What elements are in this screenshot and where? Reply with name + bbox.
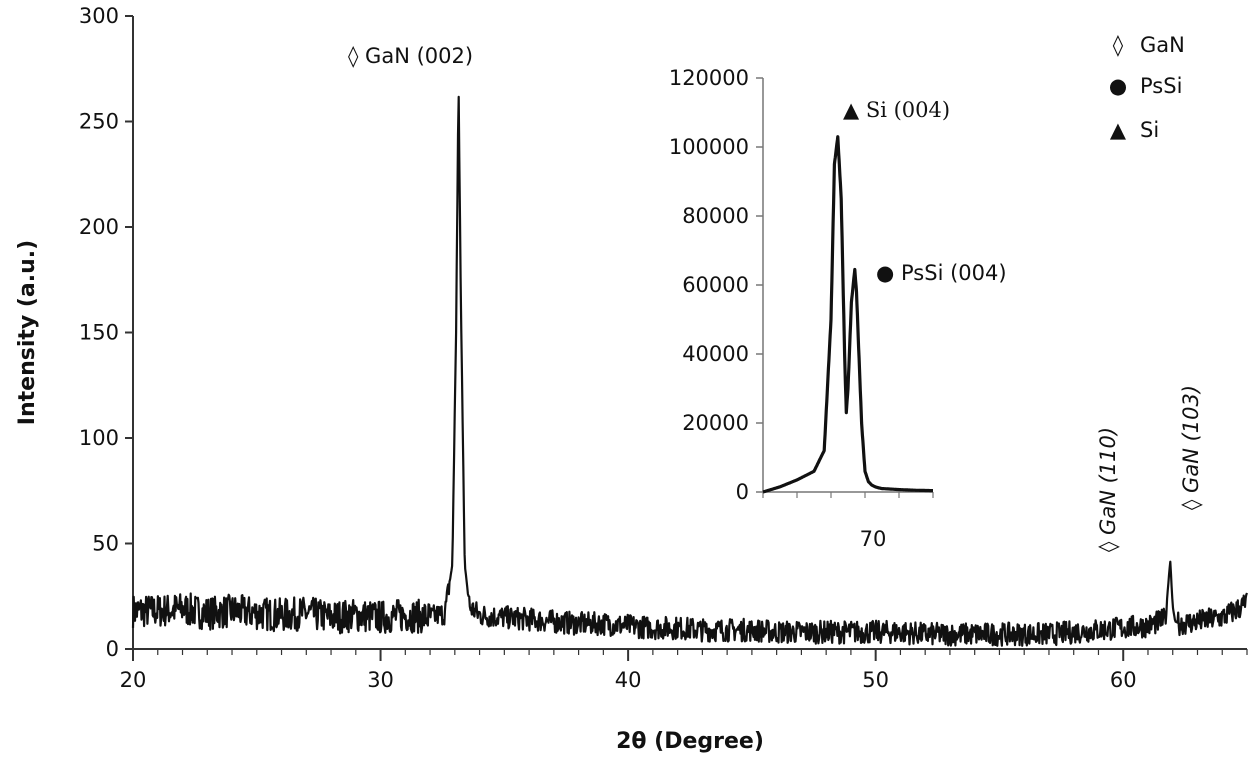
x-tick-label: 60 bbox=[1110, 668, 1137, 692]
inset-x-tick-label: 70 bbox=[860, 527, 887, 551]
inset-y-tick-label: 40000 bbox=[682, 342, 749, 366]
y-tick-label: 200 bbox=[79, 215, 119, 239]
y-tick-label: 50 bbox=[92, 532, 119, 556]
annotation-pssi-004: ● PsSi (004) bbox=[876, 261, 1007, 285]
main-series-line-0 bbox=[131, 95, 1249, 647]
legend-label-2: Si bbox=[1140, 118, 1159, 142]
inset-y-tick-label: 80000 bbox=[682, 204, 749, 228]
annotation-si-004: ▲ Si (004) bbox=[843, 98, 950, 122]
y-tick-label: 0 bbox=[106, 637, 119, 661]
legend-label-1: PsSi bbox=[1140, 74, 1182, 98]
annotation-gan-002: ◊ GaN (002) bbox=[348, 44, 473, 68]
inset-y-tick-label: 120000 bbox=[669, 66, 749, 90]
x-tick-label: 40 bbox=[615, 668, 642, 692]
inset-y-tick-label: 0 bbox=[736, 480, 749, 504]
annotation-gan-110: ◊ GaN (110) bbox=[1096, 427, 1120, 552]
x-axis-title: 2θ (Degree) bbox=[616, 729, 764, 754]
annotation-gan-103: ◊ GaN (103) bbox=[1179, 385, 1203, 510]
x-tick-label: 50 bbox=[862, 668, 889, 692]
inset-y-tick-label: 60000 bbox=[682, 273, 749, 297]
inset-y-tick-label: 20000 bbox=[682, 411, 749, 435]
inset-annotations: ▲ Si (004) ● PsSi (004) bbox=[843, 98, 1007, 285]
inset-axes: 0 20000 40000 60000 80000 100000 120000 70 bbox=[669, 66, 934, 551]
inset-plot-area bbox=[761, 135, 935, 494]
main-annotations: ◊ GaN (002) ◊ GaN (110) ◊ GaN (103) bbox=[348, 44, 1203, 552]
main-plot-area bbox=[131, 95, 1249, 647]
legend-symbol-0: ◊ bbox=[1113, 33, 1124, 57]
main-axes: 0 50 100 150 200 250 300 20 30 40 50 60 bbox=[79, 4, 1248, 692]
y-tick-label: 100 bbox=[79, 426, 119, 450]
y-tick-label: 300 bbox=[79, 4, 119, 28]
legend-symbol-2: ▲ bbox=[1110, 118, 1127, 142]
legend-label-0: GaN bbox=[1140, 33, 1185, 57]
y-tick-label: 150 bbox=[79, 321, 119, 345]
legend: ◊ GaN ● PsSi ▲ Si bbox=[1109, 33, 1185, 142]
x-tick-label: 30 bbox=[367, 668, 394, 692]
x-tick-label: 20 bbox=[120, 668, 147, 692]
legend-symbol-1: ● bbox=[1109, 74, 1127, 98]
y-tick-label: 250 bbox=[79, 110, 119, 134]
inset-series-line-0 bbox=[761, 135, 935, 494]
y-axis-title: Intensity (a.u.) bbox=[15, 240, 40, 425]
inset-y-tick-label: 100000 bbox=[669, 135, 749, 159]
